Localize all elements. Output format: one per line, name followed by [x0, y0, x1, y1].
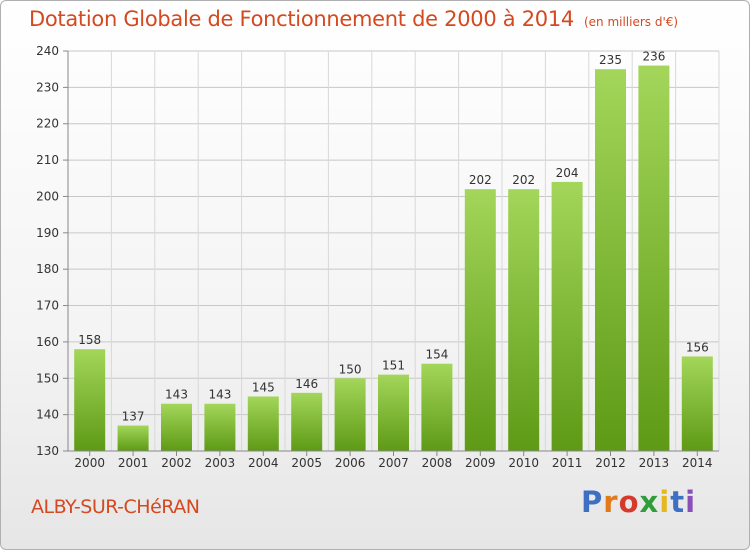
- logo-letter: t: [670, 485, 686, 519]
- bar-2007: [378, 374, 409, 451]
- logo-letter: i: [685, 485, 697, 519]
- y-tick-label: 210: [36, 153, 59, 167]
- y-tick-label: 230: [36, 80, 59, 94]
- x-tick-label: 2013: [639, 456, 670, 470]
- y-tick-label: 240: [36, 44, 59, 58]
- bar-2011: [551, 181, 583, 451]
- x-tick-label: 2009: [465, 456, 496, 470]
- bar-value-label: 236: [642, 50, 665, 64]
- bar-value-label: 154: [425, 348, 448, 362]
- x-tick-label: 2006: [335, 456, 366, 470]
- bar-2014: [681, 356, 713, 451]
- y-tick-label: 200: [36, 189, 59, 203]
- y-tick-label: 180: [36, 262, 59, 276]
- bar-value-label: 202: [512, 173, 535, 187]
- x-tick-label: 2003: [205, 456, 236, 470]
- x-tick-label: 2010: [508, 456, 539, 470]
- bar-value-label: 204: [556, 166, 579, 180]
- bar-2003: [204, 403, 236, 451]
- bar-2013: [638, 65, 670, 451]
- logo-letter: r: [603, 485, 619, 519]
- x-tick-label: 2011: [552, 456, 583, 470]
- axes: 130 140 150 160 170 180 190 200 210 220 230 240 2000…: [36, 44, 719, 470]
- logo-letter: i: [659, 485, 671, 519]
- bar-value-label: 150: [339, 362, 362, 376]
- bar-value-label: 235: [599, 53, 622, 67]
- bar-value-label: 146: [295, 377, 318, 391]
- chart-title: Dotation Globale de Fonctionnement de 20…: [29, 7, 678, 31]
- bar-2008: [421, 363, 453, 451]
- logo-letter: o: [618, 485, 640, 519]
- logo-letter: x: [639, 485, 660, 519]
- proxiti-logo: Proxiti: [581, 485, 696, 519]
- bars: 158 137 143 143 145 146 150 151 154 202 202 204 235 2…: [74, 50, 713, 451]
- bar-2010: [508, 189, 540, 451]
- bar-2012: [595, 69, 626, 451]
- logo-letter: P: [581, 485, 604, 519]
- y-tick-label: 130: [36, 444, 59, 458]
- bar-value-label: 137: [122, 410, 145, 424]
- chart-subtitle: (en milliers d'€): [583, 15, 679, 29]
- bar-value-label: 145: [252, 380, 275, 394]
- bar-2009: [464, 189, 496, 451]
- location-label: ALBY-SUR-CHéRAN: [31, 496, 200, 518]
- x-tick-label: 2000: [74, 456, 105, 470]
- bar-value-label: 156: [686, 340, 709, 354]
- x-tick-label: 2001: [118, 456, 149, 470]
- bar-2001: [117, 425, 149, 451]
- bar-value-label: 158: [78, 333, 101, 347]
- bar-2004: [247, 396, 279, 451]
- bar-2000: [74, 349, 106, 451]
- bar-value-label: 202: [469, 173, 492, 187]
- y-tick-label: 140: [36, 408, 59, 422]
- bar-value-label: 143: [165, 388, 188, 402]
- bar-2002: [161, 403, 192, 451]
- y-tick-label: 190: [36, 226, 59, 240]
- y-tick-label: 220: [36, 117, 59, 131]
- bar-2006: [334, 378, 366, 451]
- bar-2005: [291, 392, 323, 451]
- x-tick-label: 2008: [422, 456, 453, 470]
- bar-value-label: 151: [382, 359, 405, 373]
- x-tick-label: 2004: [248, 456, 279, 470]
- x-tick-label: 2005: [291, 456, 322, 470]
- x-tick-label: 2002: [161, 456, 192, 470]
- y-tick-label: 150: [36, 371, 59, 385]
- y-tick-label: 170: [36, 299, 59, 313]
- chart-title-text: Dotation Globale de Fonctionnement de 20…: [29, 7, 574, 31]
- y-tick-label: 160: [36, 335, 59, 349]
- x-tick-label: 2012: [595, 456, 626, 470]
- x-tick-label: 2014: [682, 456, 713, 470]
- x-tick-label: 2007: [378, 456, 409, 470]
- bar-value-label: 143: [208, 388, 231, 402]
